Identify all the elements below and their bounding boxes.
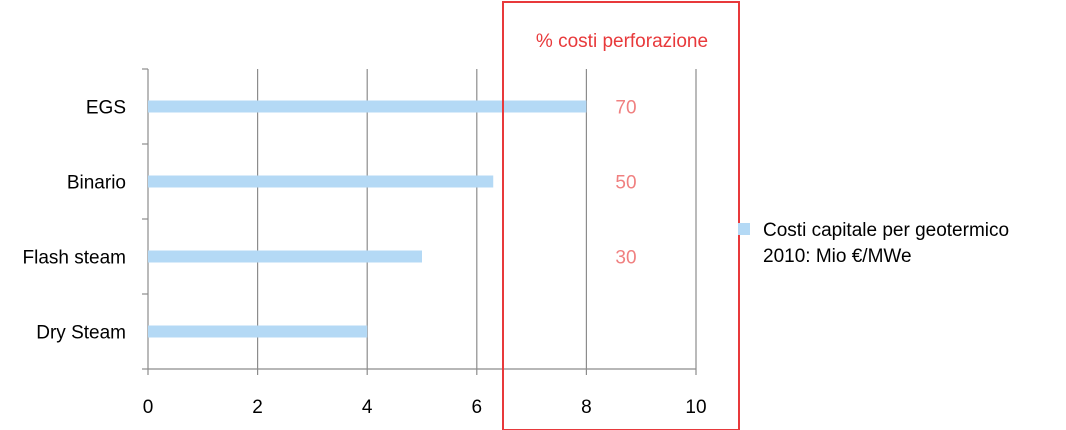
bars [148,100,587,338]
legend-swatch [738,223,750,235]
category-label-dry-steam: Dry Steam [36,323,126,344]
annotation-values: 70 50 30 [615,98,636,269]
x-tick-label-4: 4 [362,397,373,418]
legend: Costi capitale per geotermico 2010: Mio … [738,220,1009,267]
x-tick-label-8: 8 [581,397,592,418]
x-tick-label-2: 2 [252,397,263,418]
category-labels: EGS Binario Flash steam Dry Steam [23,98,126,344]
category-label-egs: EGS [86,98,126,119]
bar-dry-steam [148,325,368,338]
legend-label-line-1: Costi capitale per geotermico [763,220,1009,241]
bar-flash-steam [148,250,422,263]
category-label-flash-steam: Flash steam [23,248,126,269]
legend-label-line-2: 2010: Mio €/MWe [763,246,912,267]
grid [257,69,697,369]
category-label-binario: Binario [67,173,126,194]
annotation-title: % costi perforazione [536,31,708,52]
x-tick-label-10: 10 [685,397,706,418]
x-tick-label-0: 0 [143,397,154,418]
bar-binario [148,175,494,188]
annotation-value-30: 30 [615,248,636,269]
annotation-value-50: 50 [615,173,636,194]
annotation-box [502,1,740,430]
x-tick-label-6: 6 [472,397,483,418]
annotation-value-70: 70 [615,98,636,119]
tick-labels: 0 2 4 6 8 10 [143,397,707,418]
bar-egs [148,100,587,113]
axes [142,68,697,375]
